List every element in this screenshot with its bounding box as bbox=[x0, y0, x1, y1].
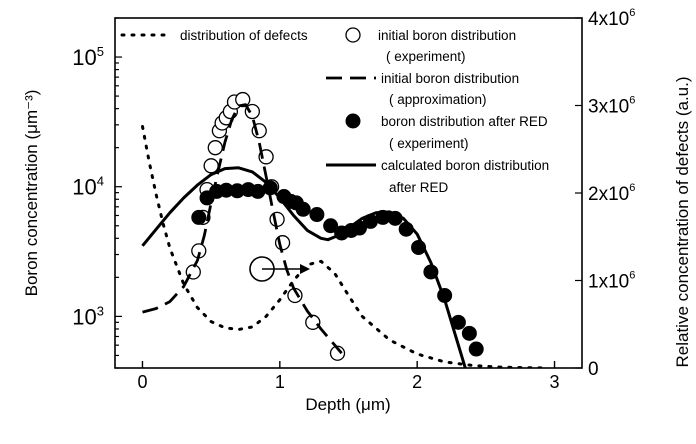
y-right-tick-label-base: 0 bbox=[588, 359, 599, 380]
data-point bbox=[309, 207, 325, 223]
y-right-tick-label-base: 2x10 bbox=[588, 184, 629, 205]
boron-distribution-after-red-experiment-series bbox=[191, 180, 484, 357]
data-point bbox=[203, 158, 219, 174]
data-point bbox=[468, 341, 484, 357]
data-point bbox=[305, 314, 321, 330]
data-point bbox=[235, 91, 251, 108]
x-tick-label: 3 bbox=[550, 372, 560, 392]
data-point bbox=[250, 183, 266, 199]
y-right-tick-label: 0 bbox=[588, 359, 599, 380]
series-layer bbox=[141, 91, 550, 368]
x-axis-label: Depth (μm) bbox=[305, 395, 390, 414]
initial-boron-distribution-experiment-series bbox=[185, 91, 346, 361]
y-left-tick-label-exponent: 3 bbox=[97, 303, 104, 318]
calculated-boron-distribution-after-red-line bbox=[141, 166, 467, 368]
y-right-tick-label: 4x106 bbox=[588, 7, 635, 30]
legend-label: boron distribution after RED bbox=[381, 114, 548, 129]
data-point bbox=[329, 345, 346, 361]
legend-sublabel: ( experiment) bbox=[386, 49, 466, 64]
y-right-tick-label: 1x106 bbox=[588, 270, 635, 293]
y-left-tick-label-base: 10 bbox=[72, 175, 96, 200]
legend-sublabel: ( experiment) bbox=[389, 136, 469, 151]
data-point bbox=[207, 140, 223, 156]
y-right-tick-label: 2x106 bbox=[588, 182, 635, 205]
legend-marker bbox=[345, 113, 361, 129]
legend-label: distribution of defects bbox=[180, 28, 308, 43]
legend-entry: initial boron distribution ( experiment) bbox=[345, 27, 516, 64]
y-left-tick-label: 104 bbox=[72, 174, 104, 200]
y-left-tick-label-exponent: 5 bbox=[97, 44, 104, 59]
y-axis-label-right: Relative concentration of defects (a.u.) bbox=[673, 76, 692, 367]
legend-entry: boron distribution after RED ( experiment… bbox=[345, 113, 548, 151]
axis-indicator-arrowhead bbox=[300, 264, 310, 274]
y-right-tick-label-exponent: 6 bbox=[629, 182, 635, 194]
legend-marker bbox=[345, 27, 361, 43]
y-left-tick-label: 103 bbox=[72, 303, 104, 329]
legend-sublabel: ( approximation) bbox=[389, 92, 487, 107]
data-point bbox=[295, 201, 311, 217]
legend-sublabel: after RED bbox=[389, 180, 449, 195]
legend-label: initial boron distribution bbox=[378, 28, 516, 43]
legend-entry: initial boron distribution ( approximatio… bbox=[326, 71, 519, 107]
legend: distribution of defects initial boron dis… bbox=[120, 27, 549, 195]
legend-label: initial boron distribution bbox=[381, 71, 519, 86]
y-right-tick-label-base: 4x10 bbox=[588, 9, 629, 30]
y-left-tick-label-base: 10 bbox=[72, 45, 96, 70]
initial-boron-distribution-approximation-line bbox=[142, 103, 343, 355]
y-left-tick-label-exponent: 4 bbox=[97, 174, 104, 189]
legend-entry: distribution of defects bbox=[120, 28, 308, 43]
distribution-of-defects-line bbox=[141, 125, 550, 368]
y-right-tick-label-exponent: 6 bbox=[629, 270, 635, 282]
y-right-tick-label: 3x106 bbox=[588, 95, 635, 118]
legend-label: calculated boron distribution bbox=[381, 158, 549, 173]
y-right-tick-label-exponent: 6 bbox=[629, 7, 635, 19]
y-left-tick-label: 105 bbox=[72, 44, 104, 70]
y-left-tick-label-base: 10 bbox=[72, 304, 96, 329]
x-tick-label: 1 bbox=[275, 372, 285, 392]
data-point bbox=[461, 325, 477, 341]
y-right-tick-label-base: 1x10 bbox=[588, 272, 629, 293]
data-point bbox=[191, 209, 207, 225]
legend-entry: calculated boron distribution after RED bbox=[326, 158, 549, 195]
y-right-tick-label-base: 3x10 bbox=[588, 97, 629, 118]
y-axis-label-left: Boron concentration (μm⁻³) bbox=[22, 90, 41, 297]
x-tick-label: 2 bbox=[412, 372, 422, 392]
x-tick-label: 0 bbox=[137, 372, 147, 392]
data-point bbox=[323, 218, 339, 234]
y-right-tick-label-exponent: 6 bbox=[629, 95, 635, 107]
